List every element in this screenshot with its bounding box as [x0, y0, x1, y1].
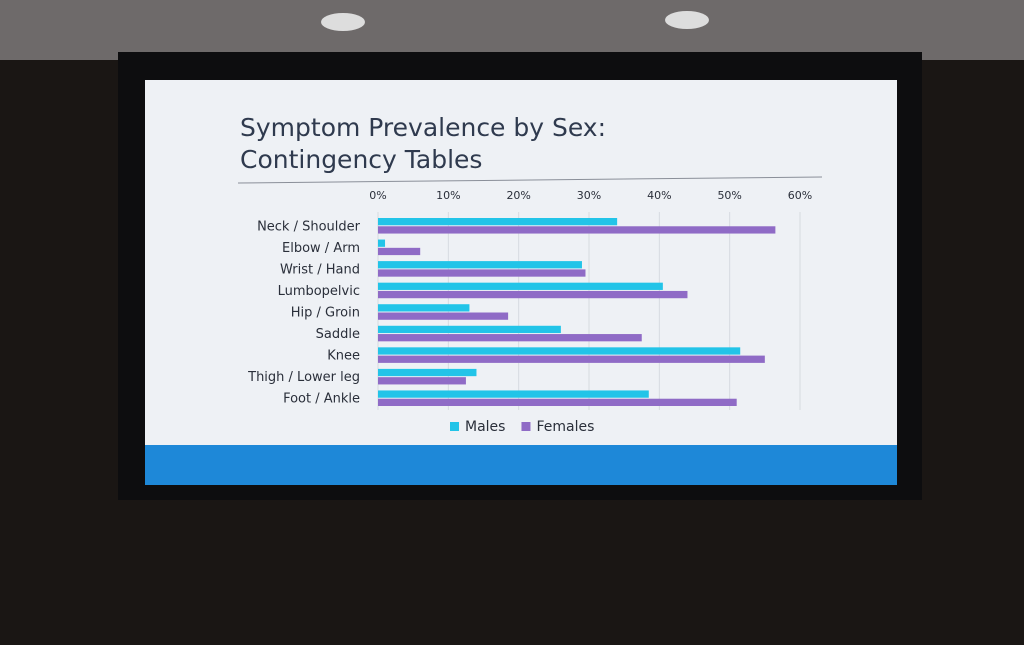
ceiling-light — [321, 13, 365, 31]
x-tick-label: 60% — [788, 189, 812, 202]
legend-swatch — [450, 422, 459, 431]
bar — [378, 226, 776, 234]
legend-label: Females — [536, 419, 594, 435]
bar — [378, 239, 386, 247]
bar — [378, 347, 741, 355]
ceiling-light — [665, 11, 709, 29]
y-tick-label: Lumbopelvic — [278, 284, 360, 299]
bar — [378, 290, 688, 299]
x-tick-label: 0% — [369, 189, 386, 202]
x-tick-label: 40% — [647, 189, 671, 202]
x-tick-label: 30% — [577, 189, 601, 202]
bar — [378, 247, 421, 256]
y-tick-label: Saddle — [316, 327, 360, 342]
slide-footer-band — [145, 445, 897, 485]
title-rule — [237, 176, 823, 184]
x-tick-label: 50% — [717, 189, 741, 202]
legend-label: Males — [465, 419, 505, 435]
bar — [378, 218, 618, 226]
y-tick-label: Knee — [327, 349, 360, 364]
y-tick-label: Wrist / Hand — [280, 262, 360, 277]
bar — [378, 261, 582, 269]
bar — [378, 390, 649, 398]
chart-title: Symptom Prevalence by Sex: Contingency T… — [240, 113, 607, 174]
y-tick-label: Thigh / Lower leg — [247, 370, 360, 385]
bar — [378, 377, 466, 385]
bar — [378, 368, 477, 377]
slide — [145, 80, 897, 485]
y-tick-label: Hip / Groin — [291, 306, 360, 321]
bar — [378, 398, 737, 406]
bar — [378, 312, 509, 320]
y-tick-label: Neck / Shoulder — [257, 219, 361, 234]
y-tick-label: Foot / Ankle — [283, 392, 360, 407]
bar — [378, 269, 586, 277]
x-tick-label: 10% — [436, 189, 460, 202]
bar — [378, 355, 765, 363]
legend-swatch — [521, 422, 531, 431]
bar — [378, 304, 470, 312]
bar — [378, 334, 642, 342]
ceiling — [0, 0, 1024, 60]
bar — [378, 325, 561, 334]
bar-chart: 0% 10% 20% 30% 40% 50% 60% Neck / Shoulder Elbow… — [247, 189, 812, 435]
x-tick-label: 20% — [506, 189, 530, 202]
y-tick-label: Elbow / Arm — [282, 241, 360, 256]
bar — [378, 282, 663, 290]
